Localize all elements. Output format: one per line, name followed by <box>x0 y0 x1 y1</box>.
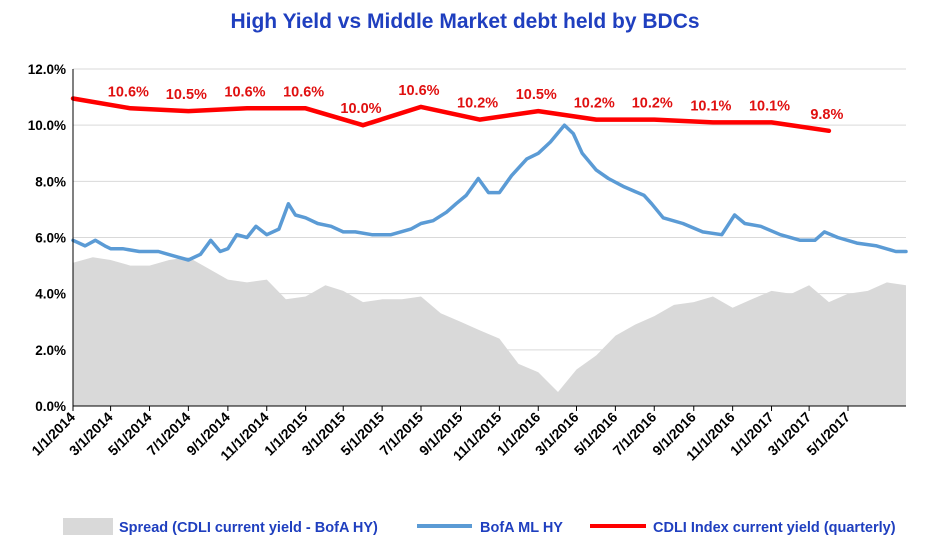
cdli-data-label-5: 10.0% <box>340 101 381 117</box>
legend-item-spread: Spread (CDLI current yield - BofA HY) <box>63 518 378 536</box>
cdli-data-label-3: 10.6% <box>224 84 265 100</box>
axes <box>72 69 906 407</box>
y-tick-label-5: 10.0% <box>28 118 66 133</box>
cdli-data-label-7: 10.2% <box>457 96 498 112</box>
bofa-line <box>71 123 908 262</box>
y-tick-label-1: 2.0% <box>35 343 66 358</box>
legend-item-cdli: CDLI Index current yield (quarterly) <box>590 520 896 536</box>
y-axis-ticks: 0.0% 2.0% 4.0% 6.0% 8.0% 10.0% 12.0% <box>28 62 66 414</box>
legend: Spread (CDLI current yield - BofA HY) Bo… <box>63 518 896 536</box>
spread-area <box>73 257 906 406</box>
legend-label-spread: Spread (CDLI current yield - BofA HY) <box>119 520 378 536</box>
x-tick-label-20: 5/1/2017 <box>803 409 853 459</box>
y-tick-label-6: 12.0% <box>28 62 66 77</box>
cdli-line <box>70 96 832 134</box>
legend-label-bofa: BofA ML HY <box>480 520 563 536</box>
legend-swatch-spread <box>63 518 113 535</box>
data-labels: 10.6% 10.5% 10.6% 10.6% 10.0% 10.6% 10.2% 10.5%… <box>108 83 844 123</box>
cdli-data-label-2: 10.5% <box>166 87 207 103</box>
cdli-data-label-11: 10.1% <box>690 98 731 114</box>
cdli-data-label-9: 10.2% <box>574 96 615 112</box>
y-tick-label-3: 6.0% <box>35 231 66 246</box>
chart-title: High Yield vs Middle Market debt held by… <box>230 10 699 33</box>
cdli-data-label-1: 10.6% <box>108 84 149 100</box>
legend-item-bofa: BofA ML HY <box>417 520 563 536</box>
cdli-data-label-10: 10.2% <box>632 96 673 112</box>
cdli-data-label-12: 10.1% <box>749 98 790 114</box>
cdli-data-label-13: 9.8% <box>810 107 843 123</box>
cdli-data-label-4: 10.6% <box>283 84 324 100</box>
spread-area-layer <box>73 257 906 406</box>
cdli-data-label-6: 10.6% <box>398 83 439 99</box>
y-tick-label-2: 4.0% <box>35 287 66 302</box>
y-tick-label-4: 8.0% <box>35 174 66 189</box>
legend-label-cdli: CDLI Index current yield (quarterly) <box>653 520 896 536</box>
y-tick-label-0: 0.0% <box>35 399 66 414</box>
cdli-data-label-8: 10.5% <box>516 87 557 103</box>
x-axis-ticks: 1/1/20143/1/20145/1/20147/1/20149/1/2014… <box>28 406 853 464</box>
lines-layer <box>70 96 908 262</box>
